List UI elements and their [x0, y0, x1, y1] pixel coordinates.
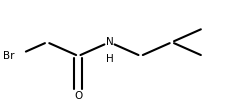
Text: O: O: [74, 91, 82, 101]
Text: N: N: [105, 37, 113, 47]
Text: Br: Br: [3, 51, 15, 61]
Text: H: H: [105, 54, 113, 64]
